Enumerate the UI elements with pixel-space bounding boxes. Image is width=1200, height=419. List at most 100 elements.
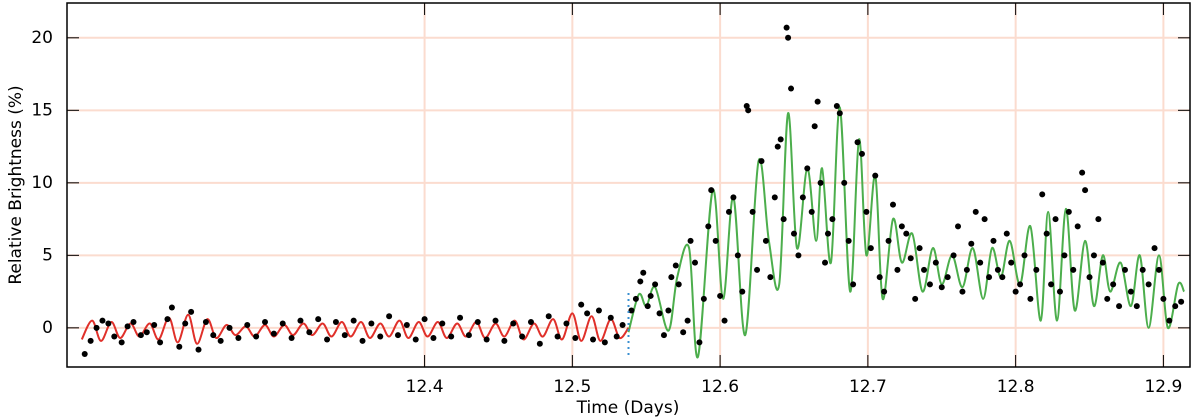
data-point [944, 274, 951, 281]
data-point [749, 208, 756, 215]
data-point [903, 230, 910, 237]
data-point [1048, 281, 1055, 288]
data-point [226, 324, 233, 331]
data-point [143, 329, 150, 336]
data-point [981, 216, 988, 223]
data-point [684, 317, 691, 324]
data-point [771, 194, 778, 201]
data-point [1021, 252, 1028, 259]
data-point [359, 337, 366, 344]
data-point [412, 336, 419, 343]
data-point [780, 216, 787, 223]
data-point [386, 313, 393, 320]
data-point [628, 307, 635, 314]
data-point [1033, 266, 1040, 273]
data-point [1151, 245, 1158, 252]
data-point [118, 339, 125, 346]
data-point [717, 292, 724, 299]
data-point [1121, 266, 1128, 273]
y-tick-label: 10 [31, 173, 53, 193]
data-point [1104, 295, 1111, 302]
data-point [1145, 281, 1152, 288]
data-point [637, 278, 644, 285]
data-point [1178, 298, 1185, 305]
data-point [777, 136, 784, 143]
data-point [788, 85, 795, 92]
x-tick-label: 12.6 [701, 377, 739, 397]
data-point [1052, 216, 1059, 223]
data-point [950, 252, 957, 259]
data-point [1056, 288, 1063, 295]
data-point [841, 179, 848, 186]
data-point [262, 319, 269, 326]
data-point [668, 274, 675, 281]
data-point [297, 317, 304, 324]
data-point [725, 208, 732, 215]
data-point [188, 308, 195, 315]
data-point [926, 281, 933, 288]
data-point [421, 316, 428, 323]
data-point [804, 165, 811, 172]
data-point [938, 284, 945, 291]
y-tick-label: 5 [42, 245, 53, 265]
data-point [963, 266, 970, 273]
data-point [332, 319, 339, 326]
data-point [1061, 252, 1068, 259]
data-point [916, 245, 923, 252]
data-point [691, 259, 698, 266]
plot-frame [66, 2, 1191, 368]
data-point [176, 343, 183, 350]
data-point [1003, 230, 1010, 237]
data-point [912, 295, 919, 302]
data-point [619, 321, 626, 328]
data-point [1110, 281, 1117, 288]
data-point [712, 237, 719, 244]
data-point [93, 324, 100, 331]
data-point [932, 259, 939, 266]
data-point [1027, 295, 1034, 302]
data-point [601, 339, 608, 346]
data-point [457, 314, 464, 321]
data-point [656, 310, 663, 317]
data-point [1070, 266, 1077, 273]
data-point [675, 281, 682, 288]
data-point [306, 329, 313, 336]
data-point [889, 201, 896, 208]
data-point [1095, 216, 1102, 223]
data-point [986, 274, 993, 281]
data-point [785, 34, 792, 41]
data-point [632, 295, 639, 302]
data-point [795, 252, 802, 259]
data-point [1133, 303, 1140, 310]
data-point [124, 323, 131, 330]
y-tick-label: 15 [31, 100, 53, 120]
data-point [845, 237, 852, 244]
data-point [968, 240, 975, 247]
data-point [881, 288, 888, 295]
data-point [817, 179, 824, 186]
data-point [578, 301, 585, 308]
data-point [1127, 288, 1134, 295]
data-point [808, 208, 815, 215]
y-tick-label: 20 [31, 28, 53, 48]
data-point [829, 216, 836, 223]
data-point [492, 317, 499, 324]
data-point [1172, 303, 1179, 310]
data-point [613, 333, 620, 340]
data-point [430, 334, 437, 341]
data-point [680, 329, 687, 336]
data-point [705, 223, 712, 230]
data-point [1116, 303, 1123, 310]
x-tick-label: 12.5 [553, 377, 591, 397]
data-point [814, 98, 821, 105]
data-point [87, 337, 94, 344]
data-point [1008, 259, 1015, 266]
data-point [687, 237, 694, 244]
data-point [836, 110, 843, 117]
data-point [640, 269, 647, 276]
data-point [867, 245, 874, 252]
data-point [1065, 208, 1072, 215]
data-point [730, 194, 737, 201]
x-tick-label: 12.4 [406, 377, 444, 397]
